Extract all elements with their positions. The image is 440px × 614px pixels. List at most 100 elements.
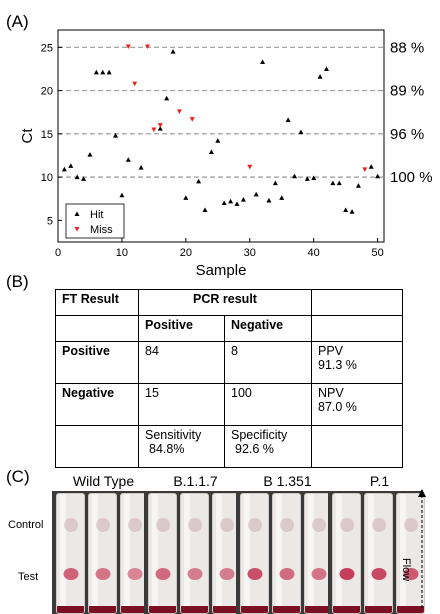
hit-point: [183, 195, 189, 200]
hit-point: [93, 69, 99, 75]
control-line: [187, 518, 202, 532]
panel-label-c: (C): [6, 467, 30, 486]
legend-hit-label: Hit: [90, 209, 103, 221]
npv-label: NPV: [318, 386, 344, 400]
hit-point: [323, 66, 329, 71]
miss-point: [125, 44, 131, 50]
hit-point: [253, 191, 259, 197]
strip-glare: [184, 494, 190, 613]
hit-point: [202, 207, 208, 212]
test-strip: [364, 493, 393, 614]
control-line: [311, 518, 326, 532]
hit-point: [106, 69, 112, 75]
test-line: [371, 568, 386, 580]
flow-label: Flow: [400, 558, 412, 582]
y-tick-label: 10: [41, 172, 53, 184]
control-line: [219, 518, 234, 532]
hit-point: [74, 174, 80, 180]
test-line: [63, 568, 78, 580]
x-axis-label: Sample: [196, 262, 247, 279]
hit-point: [375, 173, 381, 179]
hit-point: [240, 197, 246, 202]
sensitivity-label: Sensitivity: [145, 428, 202, 442]
y-tick-label: 25: [41, 42, 53, 54]
empty-cell: [311, 315, 403, 342]
percent-label: 100 %: [390, 169, 433, 186]
hit-point: [368, 164, 374, 169]
miss-point: [247, 164, 253, 170]
sample-pad: [149, 606, 176, 613]
y-tick-label: 15: [41, 129, 53, 141]
hit-point: [157, 126, 163, 131]
sensitivity-value: 84.8%: [149, 442, 185, 456]
empty-cell: [55, 315, 139, 342]
specificity-cell: Specificity 92.6 %: [224, 425, 312, 468]
hit-point: [81, 176, 87, 181]
test-line: [95, 568, 110, 580]
strip-group-label: B 1.351: [263, 473, 312, 489]
flow-arrow-icon: [418, 489, 426, 608]
test-strip: [148, 493, 177, 614]
hit-point: [260, 59, 266, 65]
results-table: FT Result PCR result Positive Negative P…: [55, 289, 403, 468]
hit-point: [221, 200, 227, 206]
specificity-label: Specificity: [231, 428, 288, 442]
percent-label: 88 %: [390, 39, 424, 56]
sample-pad: [397, 606, 424, 613]
sample-pad: [241, 606, 268, 613]
percent-label: 89 %: [390, 83, 424, 100]
control-line: [127, 518, 142, 532]
strip-glare: [152, 494, 158, 613]
x-tick-label: 10: [116, 247, 128, 259]
sample-pad: [305, 606, 332, 613]
legend-box: [65, 203, 125, 239]
hit-point: [61, 166, 67, 172]
strip-glare: [308, 494, 314, 613]
ppv-cell: PPV 91.3 %: [311, 341, 403, 384]
test-strip: [332, 493, 361, 614]
hit-point: [304, 176, 310, 181]
y-tick-label: 5: [47, 215, 53, 227]
hit-point: [113, 132, 119, 138]
strip-group-label: Wild Type: [72, 473, 135, 489]
test-line: [247, 568, 262, 580]
miss-point: [362, 167, 368, 172]
sample-pad: [213, 606, 240, 613]
ppv-label: PPV: [318, 344, 344, 358]
hit-point: [292, 173, 298, 179]
hit-point: [355, 183, 361, 188]
strip-group-label: B.1.1.7: [173, 473, 218, 489]
hit-point: [317, 74, 323, 79]
hit-point: [349, 209, 355, 214]
strip-glare: [368, 494, 374, 613]
x-tick-label: 0: [55, 247, 61, 259]
miss-point: [132, 81, 138, 87]
test-line: [187, 568, 202, 580]
ct-scatter-chart: 0 10 20 30 40 50 5 10 15 20 25 Sample Ct 88 % 89 % 96 %…: [19, 29, 433, 279]
sample-pad: [365, 606, 392, 613]
hit-point: [266, 197, 272, 203]
legend-hit-marker: [74, 211, 80, 216]
hit-point: [311, 175, 317, 180]
hit-point: [100, 69, 106, 75]
test-line: [155, 568, 170, 580]
test-strip: [56, 493, 85, 614]
hit-point: [170, 49, 176, 54]
hit-point: [272, 180, 278, 186]
miss-point: [151, 127, 157, 133]
hit-point: [298, 129, 304, 135]
control-line: [155, 518, 170, 532]
test-strip: [396, 493, 425, 614]
hit-point: [208, 149, 214, 155]
strip-glare: [60, 494, 66, 613]
specificity-value: 92.6 %: [235, 442, 274, 456]
test-strip: [180, 493, 209, 614]
miss-point: [157, 123, 163, 128]
test-row-label: Test: [18, 571, 39, 583]
strip-glare: [216, 494, 222, 613]
control-line: [247, 518, 262, 532]
hit-point: [196, 178, 202, 184]
negative-subheader: Negative: [224, 315, 312, 342]
hit-point: [336, 180, 342, 186]
legend-miss-marker: [74, 227, 80, 232]
